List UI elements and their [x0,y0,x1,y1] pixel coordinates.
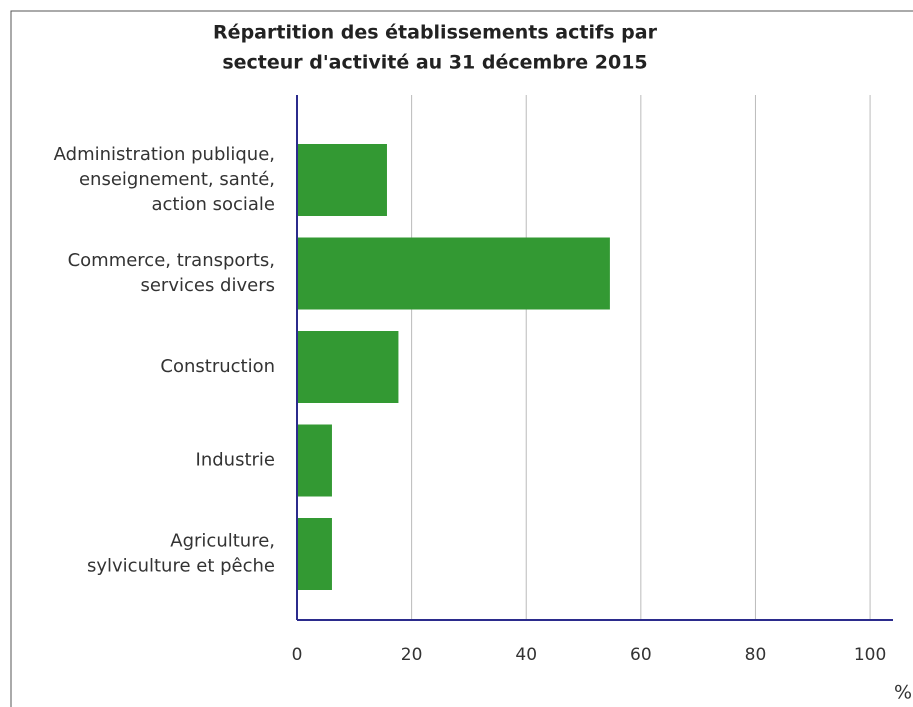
x-axis-label: % [894,682,912,704]
bar [297,237,610,310]
y-tick-label: Commerce, transports, [68,250,275,271]
x-tick-label: 80 [745,645,767,665]
bar [297,331,399,403]
x-tick-label: 60 [630,645,652,665]
x-tick-label: 0 [292,645,303,665]
y-tick-label: action sociale [151,194,275,215]
bar [297,144,387,216]
chart-title: Répartition des établissements actifs pa… [213,22,658,44]
bar [297,424,332,497]
x-tick-label: 100 [854,645,886,665]
y-tick-label: Administration publique, [54,144,275,165]
chart-title: secteur d'activité au 31 décembre 2015 [222,52,647,74]
x-tick-label: 20 [401,645,423,665]
y-tick-label: services divers [140,275,275,296]
y-tick-label: Industrie [196,450,275,471]
x-tick-label: 40 [515,645,537,665]
bar [297,518,332,590]
y-tick-label: sylviculture et pêche [87,556,275,577]
y-tick-label: Construction [160,356,275,377]
frame [10,10,913,707]
y-tick-label: enseignement, santé, [79,169,275,190]
y-tick-label: Agriculture, [170,531,275,552]
